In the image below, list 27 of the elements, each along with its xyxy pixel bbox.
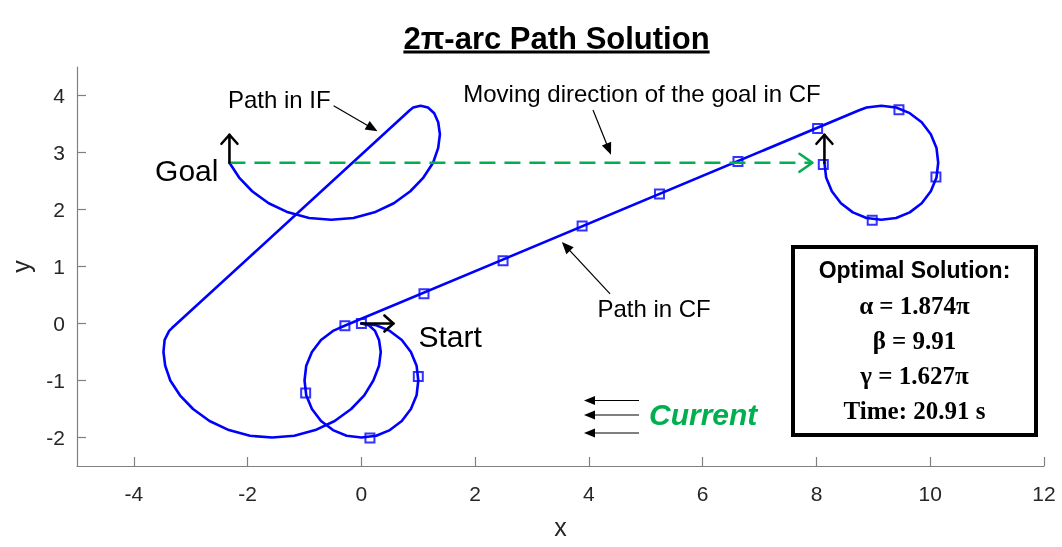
annotation: Goal — [155, 153, 219, 187]
x-tick-label: 8 — [810, 482, 823, 505]
y-tick-label: 3 — [53, 141, 65, 164]
x-tick-label: 10 — [918, 482, 942, 505]
chart-title: 2π-arc Path Solution — [403, 20, 710, 56]
y-tick-label: 0 — [53, 312, 65, 335]
text-box: Optimal Solution: α = 1.874π β = 9.91 γ = 1.627π Time: 20.91 s — [791, 245, 1038, 437]
y-tick-label: 4 — [53, 84, 66, 107]
annotation: Current — [649, 398, 758, 431]
x-tick-label: -2 — [238, 482, 257, 505]
x-tick-label: 6 — [696, 482, 709, 505]
annotation: Path in IF — [227, 85, 331, 113]
annotation: Start — [418, 319, 482, 353]
y-axis-title: y — [6, 259, 35, 273]
y-tick-label: 1 — [53, 255, 65, 278]
x-tick-label: 2 — [469, 482, 482, 505]
y-tick-label: 2 — [53, 198, 65, 221]
x-tick-label: 0 — [355, 482, 368, 505]
annotation: Optimal Solution: α = 1.874π β = 9.91 γ = 1.627π Time: 20.91 s — [817, 256, 1012, 426]
x-axis-title: x — [554, 512, 568, 541]
y-tick-label: -2 — [46, 426, 65, 449]
y-tick-label: -1 — [46, 369, 65, 392]
x-tick-label: 12 — [1032, 482, 1056, 505]
x-tick-label: -4 — [124, 482, 144, 505]
annotation: Path in CF — [597, 294, 711, 322]
annotation: Moving direction of the goal in CF — [463, 80, 821, 107]
x-tick-label: 4 — [583, 482, 596, 505]
